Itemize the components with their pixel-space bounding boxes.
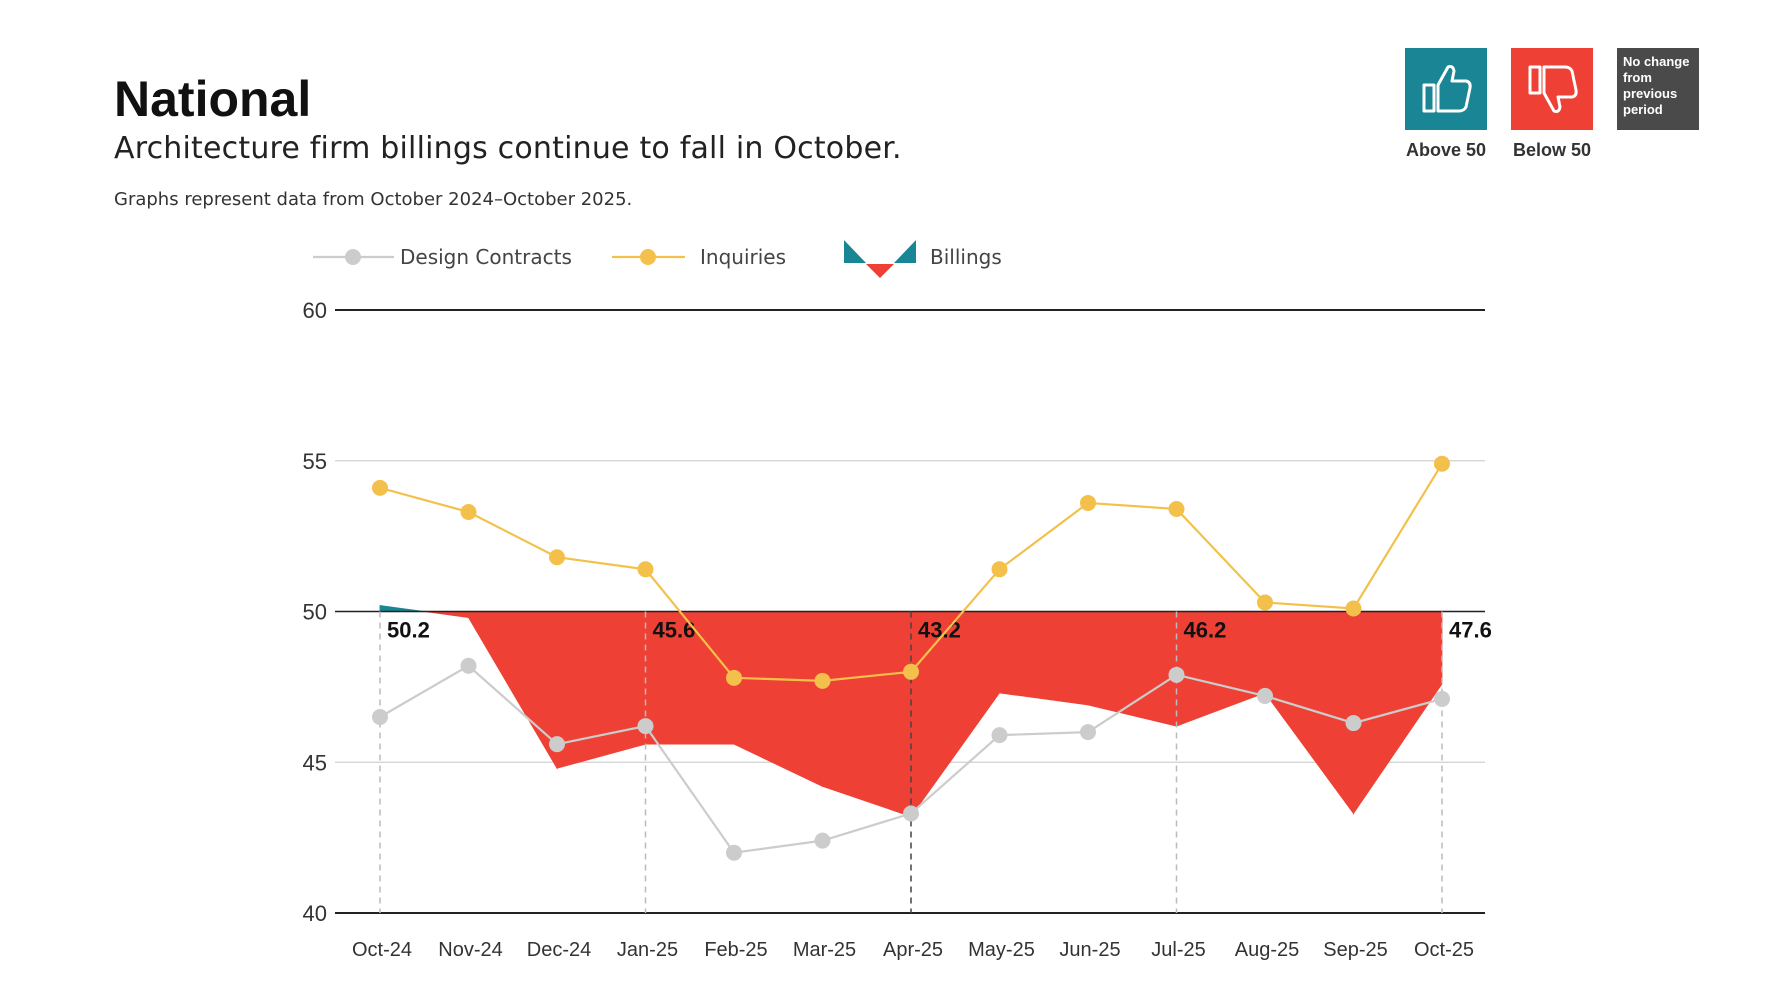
inquiries-point (1257, 594, 1273, 611)
design-contracts-point (1168, 666, 1185, 683)
above-50-box (1405, 48, 1487, 130)
below-50-label: Below 50 (1512, 140, 1592, 160)
below-50-badge: Below 50 (1511, 48, 1593, 161)
above-50-label: Above 50 (1405, 140, 1487, 160)
thumbs-down-icon (1528, 65, 1578, 113)
x-tick-label: Jun-25 (1059, 939, 1120, 961)
x-tick-label: Aug-25 (1235, 939, 1300, 961)
billings-value-label: 50.2 (387, 618, 430, 643)
legend-billings-above-swatch (844, 240, 866, 263)
design-contracts-point (372, 709, 388, 726)
design-contracts-point (903, 805, 919, 822)
legend-design-contracts-label: Design Contracts (400, 245, 572, 269)
billings-area-below (468, 611, 558, 770)
page-subtitle: Architecture firm billings continue to f… (114, 131, 902, 166)
legend-inquiries-marker (640, 249, 656, 265)
no-change-box: No change from previous period (1617, 48, 1699, 130)
data-range-note: Graphs represent data from October 2024–… (114, 189, 633, 210)
inquiries-point (1345, 600, 1362, 617)
y-tick-label: 40 (303, 901, 327, 926)
design-contracts-point (460, 657, 477, 674)
billings-area-below (1353, 611, 1443, 815)
x-tick-label: Mar-25 (793, 939, 856, 961)
x-tick-label: Oct-24 (352, 939, 412, 961)
y-tick-label: 55 (303, 449, 327, 474)
billings-area-below (822, 611, 912, 818)
no-change-badge: No change from previous period (1617, 48, 1699, 161)
x-tick-label: Nov-24 (438, 939, 502, 961)
design-contracts-point (1345, 715, 1362, 732)
thumbs-up-icon (1422, 65, 1472, 113)
x-tick-label: Feb-25 (704, 939, 767, 961)
below-50-box (1511, 48, 1593, 130)
inquiries-point (1080, 494, 1096, 511)
x-tick-label: Jul-25 (1151, 939, 1205, 961)
x-tick-label: May-25 (968, 939, 1035, 961)
inquiries-point (1168, 500, 1185, 517)
design-contracts-point (637, 718, 654, 735)
billings-area-below (999, 611, 1089, 706)
billings-area-below (733, 611, 823, 788)
no-change-text: No change from previous period (1623, 54, 1690, 117)
design-contracts-point (814, 832, 831, 849)
x-tick-label: Oct-25 (1414, 939, 1474, 961)
x-tick-label: Sep-25 (1323, 939, 1388, 961)
status-legend: Above 50 Below 50 No change from previou… (1405, 48, 1699, 161)
design-contracts-point (1257, 687, 1273, 704)
inquiries-point (1434, 455, 1450, 472)
design-contracts-point (1434, 690, 1450, 707)
design-contracts-point (726, 844, 742, 861)
legend-billings-below-swatch (866, 264, 894, 278)
billings-value-label: 47.6 (1449, 618, 1492, 643)
inquiries-point (549, 549, 565, 566)
inquiries-point (372, 479, 388, 496)
legend-billings-above-swatch (894, 240, 916, 263)
billings-area-below (1264, 611, 1354, 815)
inquiries-point (814, 672, 831, 689)
x-tick-label: Apr-25 (883, 939, 943, 961)
legend-inquiries-label: Inquiries (700, 245, 786, 269)
y-tick-label: 45 (303, 750, 327, 775)
x-tick-label: Dec-24 (527, 939, 591, 961)
above-50-badge: Above 50 (1405, 48, 1487, 161)
legend-design-contracts-marker (345, 249, 361, 265)
inquiries-point (991, 561, 1008, 578)
design-contracts-point (549, 736, 565, 753)
inquiries-point (726, 669, 742, 686)
billings-area-below (424, 611, 469, 618)
design-contracts-point (1080, 724, 1096, 741)
billings-area-above (379, 605, 425, 612)
billings-area-below (556, 611, 646, 769)
inquiries-point (637, 561, 654, 578)
x-tick-label: Jan-25 (617, 939, 678, 961)
design-contracts-point (991, 727, 1008, 744)
y-tick-label: 50 (303, 600, 327, 625)
billings-value-label: 46.2 (1184, 618, 1227, 643)
inquiries-point (460, 504, 477, 521)
inquiries-point (903, 663, 919, 680)
legend-billings-label: Billings (930, 245, 1002, 269)
billings-area-below (1087, 611, 1177, 727)
page-title: National (114, 71, 312, 127)
y-tick-label: 60 (303, 298, 327, 323)
